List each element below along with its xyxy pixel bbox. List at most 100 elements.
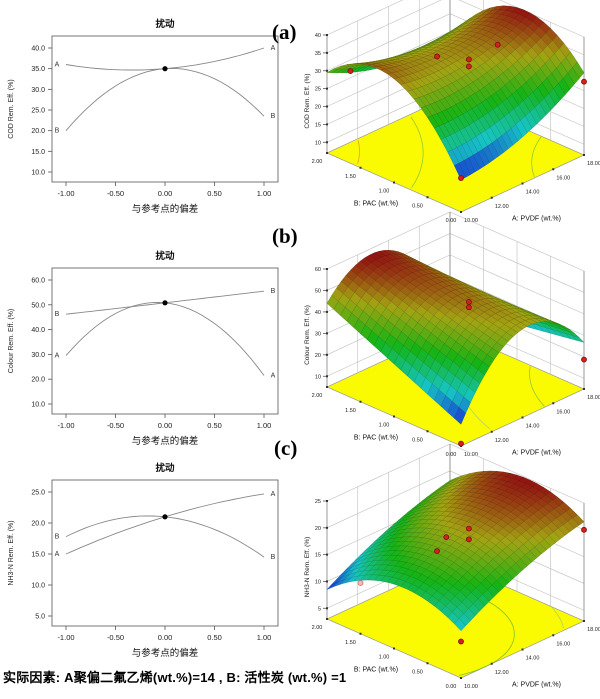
svg-text:15: 15: [315, 122, 321, 128]
svg-text:B: B: [55, 534, 60, 541]
svg-text:扰动: 扰动: [155, 462, 175, 474]
svg-text:0.00: 0.00: [446, 684, 457, 690]
svg-text:18.00: 18.00: [587, 161, 600, 167]
svg-text:12.00: 12.00: [495, 204, 509, 210]
svg-text:1.00: 1.00: [379, 189, 390, 195]
svg-text:与参考点的偏差: 与参考点的偏差: [132, 435, 199, 447]
svg-text:1.00: 1.00: [257, 633, 272, 642]
response-surface-nh3n: 5 10 15 20 25 NH3-N Rem. Eff. (%) 10.00 12.00 14…: [304, 443, 600, 690]
svg-text:1.50: 1.50: [345, 408, 356, 414]
svg-text:40: 40: [315, 33, 321, 39]
svg-text:14.00: 14.00: [526, 424, 540, 430]
svg-text:Colour Rem. Eff. (%): Colour Rem. Eff. (%): [304, 305, 311, 365]
svg-text:25.0: 25.0: [31, 108, 45, 115]
svg-text:-0.50: -0.50: [107, 421, 124, 430]
perturbation-chart-colour: 10.0 20.0 30.0 40.0 50.0 60.0 -1.00 -0.50 0.00 0.…: [8, 250, 279, 447]
svg-text:2.00: 2.00: [312, 393, 323, 399]
svg-text:0.50: 0.50: [207, 421, 222, 430]
svg-text:A: PVDF (wt.%): A: PVDF (wt.%): [512, 216, 561, 223]
svg-text:0.50: 0.50: [412, 203, 423, 209]
svg-text:25: 25: [315, 499, 321, 505]
svg-text:0.00: 0.00: [158, 633, 173, 642]
svg-text:12.00: 12.00: [495, 670, 509, 676]
svg-text:COD Rem. Eff. (%): COD Rem. Eff. (%): [8, 79, 15, 138]
svg-text:A: A: [55, 353, 60, 360]
svg-text:10.00: 10.00: [464, 452, 478, 458]
svg-text:16.00: 16.00: [556, 409, 570, 415]
svg-text:A: A: [271, 45, 276, 52]
svg-text:20: 20: [315, 353, 321, 359]
svg-text:40: 40: [315, 310, 321, 316]
svg-text:1.00: 1.00: [257, 421, 272, 430]
svg-text:1.50: 1.50: [345, 640, 356, 646]
svg-text:0.50: 0.50: [207, 633, 222, 642]
svg-text:-1.00: -1.00: [57, 421, 74, 430]
svg-text:2.00: 2.00: [312, 159, 323, 165]
svg-text:30: 30: [315, 69, 321, 75]
svg-text:35.0: 35.0: [31, 66, 45, 73]
svg-text:0.50: 0.50: [412, 437, 423, 443]
panel-label-b: (b): [272, 224, 298, 248]
svg-text:B: B: [271, 554, 276, 561]
svg-text:35: 35: [315, 51, 321, 57]
svg-text:50.0: 50.0: [31, 302, 45, 309]
svg-text:14.00: 14.00: [526, 656, 540, 662]
svg-text:25: 25: [315, 87, 321, 93]
svg-text:10.0: 10.0: [31, 170, 45, 177]
svg-text:20.0: 20.0: [31, 521, 45, 528]
svg-text:NH3-N Rem. Eff. (%): NH3-N Rem. Eff. (%): [304, 537, 311, 598]
svg-text:COD Rem. Eff. (%): COD Rem. Eff. (%): [304, 73, 311, 128]
svg-text:NH3-N Rem. Eff. (%): NH3-N Rem. Eff. (%): [8, 520, 15, 585]
svg-text:A: PVDF (wt.%): A: PVDF (wt.%): [512, 682, 561, 689]
svg-text:B: PAC (wt.%): B: PAC (wt.%): [354, 667, 398, 674]
svg-text:0.00: 0.00: [158, 421, 173, 430]
svg-text:0.00: 0.00: [446, 218, 457, 224]
svg-text:12.00: 12.00: [495, 438, 509, 444]
perturbation-chart-nh3n: 5.0 10.0 15.0 20.0 25.0 -1.00 -0.50 0.00 0.50 1.0…: [8, 462, 279, 659]
svg-text:B: PAC (wt.%): B: PAC (wt.%): [354, 435, 398, 442]
panel-label-a: (a): [272, 20, 297, 44]
svg-text:B: B: [271, 113, 276, 120]
svg-text:30: 30: [315, 331, 321, 337]
svg-text:10.0: 10.0: [31, 583, 45, 590]
svg-text:10: 10: [315, 374, 321, 380]
svg-text:60.0: 60.0: [31, 278, 45, 285]
svg-text:B: B: [271, 288, 276, 295]
svg-text:20.0: 20.0: [31, 377, 45, 384]
svg-text:0.50: 0.50: [412, 669, 423, 675]
panel-label-c: (c): [274, 436, 298, 460]
svg-text:1.00: 1.00: [379, 655, 390, 661]
svg-text:15: 15: [315, 553, 321, 559]
svg-text:60: 60: [315, 267, 321, 273]
svg-text:15.0: 15.0: [31, 149, 45, 156]
perturbation-chart-cod: 10.0 15.0 20.0 25.0 30.0 35.0 40.0 -1.00 -0.50 0.…: [8, 18, 279, 215]
svg-text:14.00: 14.00: [526, 190, 540, 196]
svg-text:2.00: 2.00: [312, 625, 323, 631]
svg-text:与参考点的偏差: 与参考点的偏差: [132, 647, 199, 659]
svg-text:20.0: 20.0: [31, 128, 45, 135]
svg-text:A: PVDF (wt.%): A: PVDF (wt.%): [512, 450, 561, 457]
svg-text:B: B: [55, 311, 60, 318]
svg-text:A: A: [271, 372, 276, 379]
svg-text:0.50: 0.50: [207, 189, 222, 198]
svg-text:-0.50: -0.50: [107, 189, 124, 198]
svg-text:A: A: [55, 551, 60, 558]
svg-text:-1.00: -1.00: [57, 189, 74, 198]
svg-text:16.00: 16.00: [556, 641, 570, 647]
actual-factors-note: 实际因素: A聚偏二氟乙烯(wt.%)=14 , B: 活性炭 (wt.%) =…: [3, 670, 347, 685]
svg-text:A: A: [271, 491, 276, 498]
svg-text:与参考点的偏差: 与参考点的偏差: [132, 203, 199, 215]
svg-text:16.00: 16.00: [556, 175, 570, 181]
svg-text:40.0: 40.0: [31, 327, 45, 334]
svg-text:40.0: 40.0: [31, 46, 45, 53]
svg-text:5.0: 5.0: [35, 614, 45, 621]
svg-text:10: 10: [315, 140, 321, 146]
svg-text:B: B: [55, 128, 60, 135]
svg-text:30.0: 30.0: [31, 87, 45, 94]
svg-text:15.0: 15.0: [31, 552, 45, 559]
svg-text:1.00: 1.00: [257, 189, 272, 198]
svg-text:50: 50: [315, 288, 321, 294]
svg-text:扰动: 扰动: [155, 250, 175, 262]
svg-text:-1.00: -1.00: [57, 633, 74, 642]
